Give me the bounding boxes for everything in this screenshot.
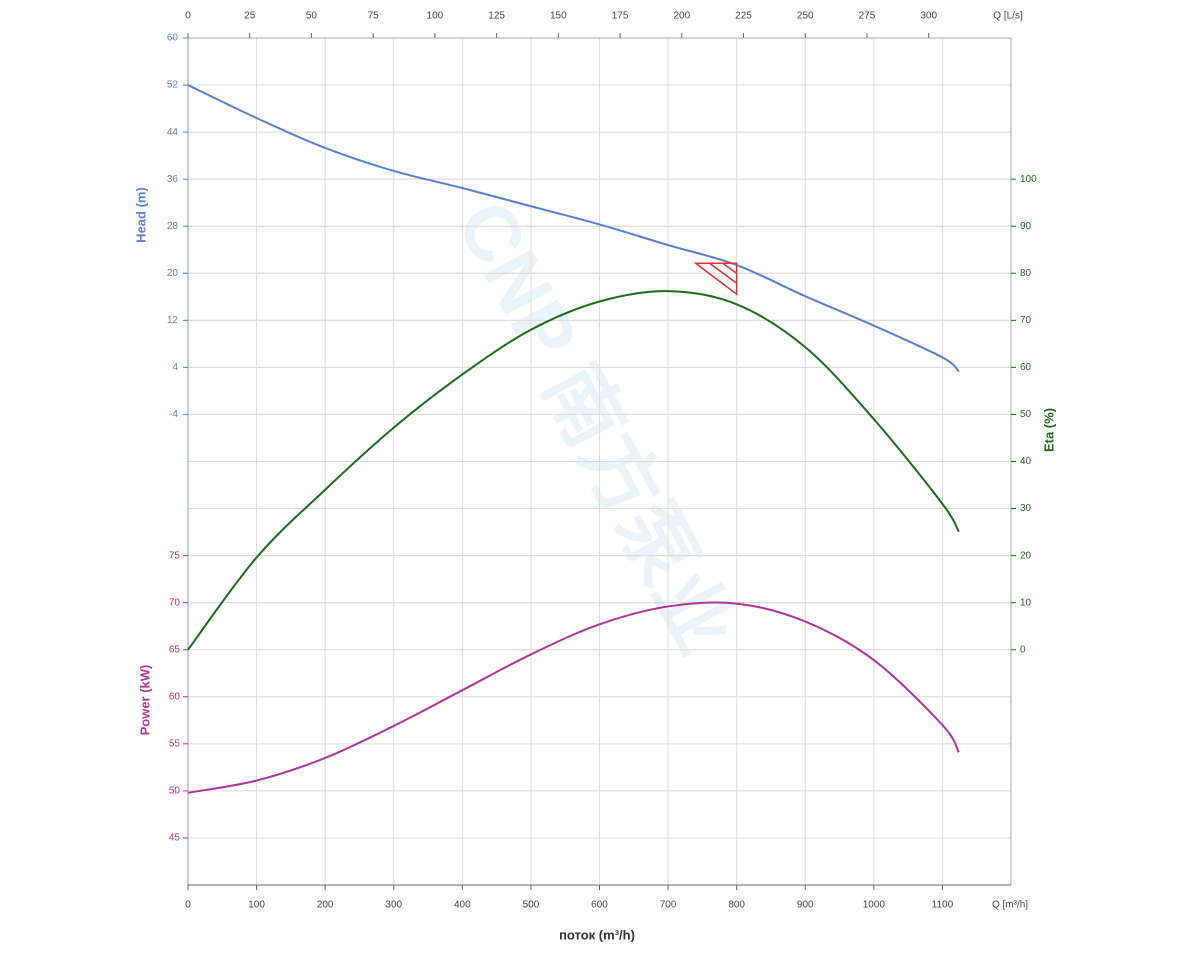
x-tick-label: 500 [523, 900, 540, 911]
x2-tick-label: 25 [244, 11, 256, 22]
watermark: CNP 南方泵业 [440, 187, 751, 667]
curve [187, 601, 960, 794]
x2-tick-label: 75 [368, 11, 380, 22]
y-tick-label: 50 [169, 786, 181, 797]
curve [187, 290, 960, 651]
y-tick-label: 36 [167, 174, 179, 185]
y-tick-label: 20 [1020, 550, 1032, 561]
x2-tick-label: 125 [488, 11, 505, 22]
x2-tick-label: 175 [612, 11, 629, 22]
x-tick-label: 900 [797, 900, 814, 911]
y-tick-label: 30 [1020, 503, 1032, 514]
x2-tick-label: 0 [185, 11, 191, 22]
y-tick-label: 28 [167, 221, 179, 232]
y-tick-label: 12 [167, 315, 179, 326]
x2-tick-label: 225 [735, 11, 752, 22]
y-tick-label: 100 [1020, 174, 1037, 185]
y-tick-label: 70 [1020, 315, 1032, 326]
y-tick-label: 52 [167, 80, 179, 91]
y-axis-title: Head (m) [133, 187, 148, 243]
x-tick-label: 0 [185, 900, 191, 911]
x-tick-label: 100 [248, 900, 265, 911]
x-axis-title: поток (m³/h) [559, 927, 635, 942]
duty-point [693, 262, 738, 296]
x2-axis-unit: Q [L/s] [993, 11, 1023, 22]
x-tick-label: 200 [317, 900, 334, 911]
y-tick-label: 60 [169, 691, 181, 702]
x2-tick-label: 150 [550, 11, 567, 22]
y-tick-label: 70 [169, 597, 181, 608]
curve [187, 84, 960, 373]
y3-axis-title: Power (kW) [137, 665, 152, 736]
y-tick-label: 10 [1020, 597, 1032, 608]
x2-tick-label: 275 [859, 11, 876, 22]
x2-tick-label: 300 [920, 11, 937, 22]
y-tick-label: 0 [1020, 644, 1026, 655]
y-tick-label: -4 [169, 409, 178, 420]
y-tick-label: 40 [1020, 456, 1032, 467]
x-tick-label: 700 [660, 900, 677, 911]
y-tick-label: 50 [1020, 409, 1032, 420]
y-tick-label: 4 [172, 362, 178, 373]
y-tick-label: 80 [1020, 268, 1032, 279]
x-tick-label: 1000 [863, 900, 886, 911]
duty-triangle [693, 262, 738, 296]
x-tick-label: 300 [385, 900, 402, 911]
y-tick-label: 44 [167, 127, 179, 138]
x-tick-label: 1100 [932, 900, 954, 911]
x-tick-label: 400 [454, 900, 471, 911]
y-tick-label: 55 [169, 738, 181, 749]
x-tick-label: 600 [591, 900, 608, 911]
y2-axis-title: Eta (%) [1041, 408, 1056, 452]
y-tick-label: 90 [1020, 221, 1032, 232]
y-tick-label: 60 [167, 33, 179, 44]
y-tick-label: 65 [169, 644, 181, 655]
y-tick-label: 75 [169, 550, 181, 561]
x2-tick-label: 100 [427, 11, 444, 22]
x-axis-unit: Q [m³/h] [992, 900, 1028, 911]
x-tick-label: 800 [728, 900, 745, 911]
y-tick-label: 45 [169, 833, 181, 844]
y-tick-label: 20 [167, 268, 179, 279]
x2-tick-label: 200 [673, 11, 690, 22]
x2-tick-label: 50 [306, 11, 318, 22]
x2-tick-label: 250 [797, 11, 814, 22]
y-tick-label: 60 [1020, 362, 1032, 373]
